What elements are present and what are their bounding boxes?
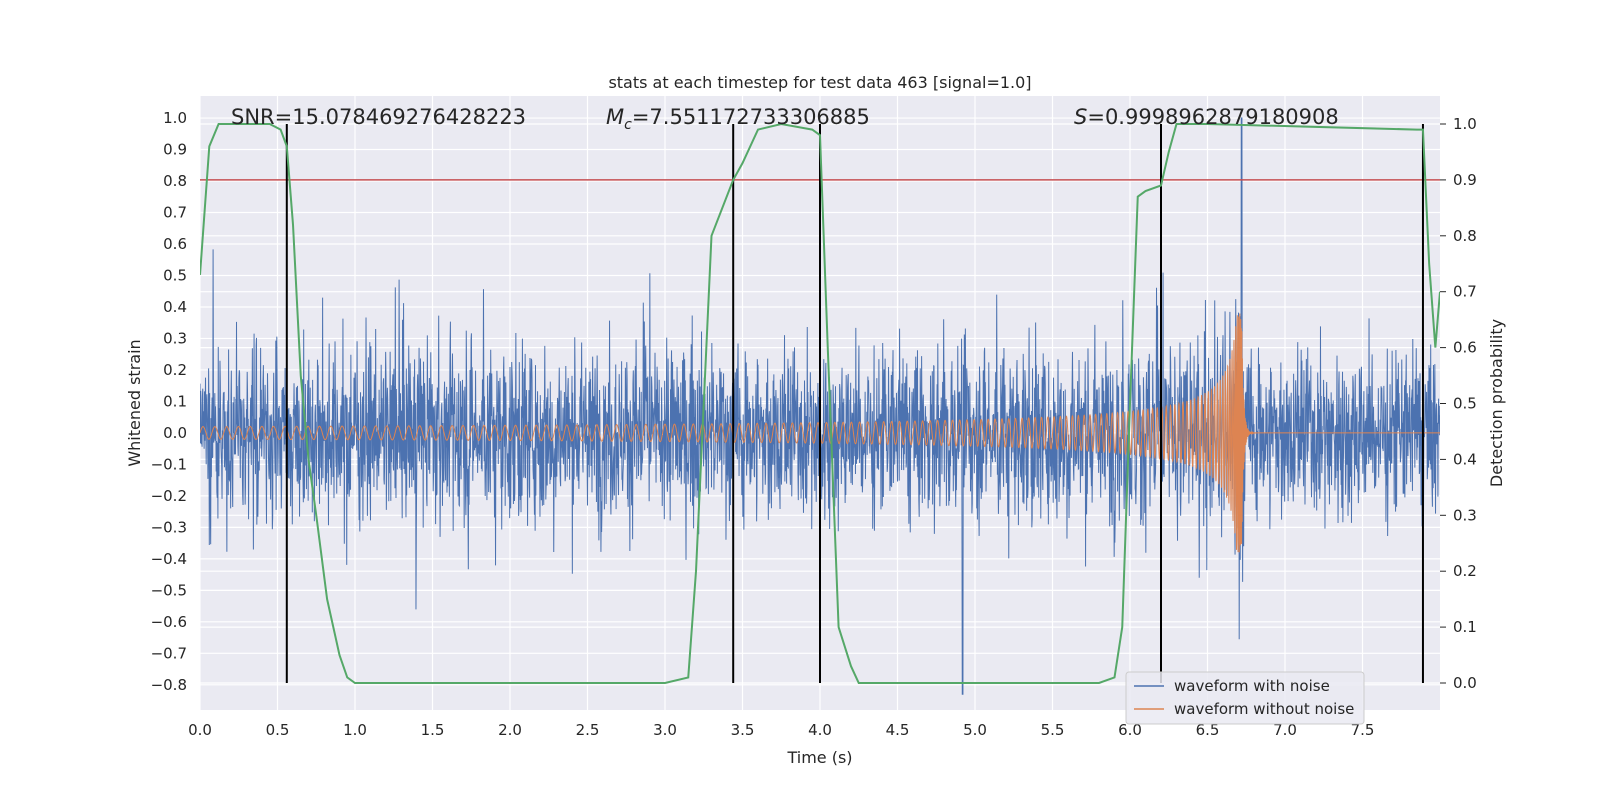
y-right-tick-label: 1.0	[1453, 115, 1477, 133]
y-tick-label: 0.8	[163, 172, 187, 190]
snr-annotation: SNR=15.078469276428223	[231, 105, 526, 129]
x-tick-labels: 0.0 0.5 1.0 1.5 2.0 2.5 3.0 3.5 4.0 4.5 5.0 5.5 6.0 6…	[188, 721, 1374, 739]
y-tick-label: 0.5	[163, 266, 187, 284]
x-tick-label: 6.0	[1118, 721, 1142, 739]
x-axis-label: Time (s)	[786, 748, 852, 767]
y-axis-label-left: Whitened strain	[125, 339, 144, 466]
y-right-tick-label: 0.8	[1453, 227, 1477, 245]
x-tick-label: 4.5	[886, 721, 910, 739]
x-tick-label: 1.5	[421, 721, 445, 739]
y-axis-label-right: Detection probability	[1487, 319, 1506, 487]
y-right-tick-label: 0.2	[1453, 562, 1477, 580]
legend-label-clean: waveform without noise	[1174, 700, 1354, 718]
plot-area	[200, 117, 1440, 695]
y-tick-label: 0.1	[163, 392, 187, 410]
y-tick-label: 0.9	[163, 141, 187, 159]
y-right-tick-label: 0.5	[1453, 395, 1477, 413]
legend-box	[1125, 671, 1365, 725]
y-tick-label: 0.2	[163, 361, 187, 379]
y-right-tick-label: 0.3	[1453, 506, 1477, 524]
legend: waveform with noise waveform without noi…	[1125, 671, 1365, 725]
y-right-tick-label: 0.4	[1453, 450, 1477, 468]
y-tick-labels-right: 1.0 0.9 0.8 0.7 0.6 0.5 0.4 0.3 0.2 0.1 0.0	[1440, 115, 1477, 692]
y-tick-label: −0.6	[151, 613, 187, 631]
x-tick-label: 0.5	[266, 721, 290, 739]
y-tick-label: 0.4	[163, 298, 187, 316]
x-tick-label: 5.0	[963, 721, 987, 739]
x-tick-label: 4.0	[808, 721, 832, 739]
x-tick-label: 3.0	[653, 721, 677, 739]
y-right-tick-label: 0.0	[1453, 674, 1477, 692]
x-tick-label: 7.5	[1351, 721, 1375, 739]
y-right-tick-label: 0.9	[1453, 171, 1477, 189]
detection-boundaries	[285, 124, 1424, 683]
x-tick-label: 3.5	[731, 721, 755, 739]
x-tick-label: 5.5	[1041, 721, 1065, 739]
y-tick-label: −0.7	[151, 644, 187, 662]
y-tick-label: −0.2	[151, 487, 187, 505]
x-tick-label: 0.0	[188, 721, 212, 739]
y-right-tick-label: 0.1	[1453, 618, 1477, 636]
x-tick-label: 6.5	[1196, 721, 1220, 739]
y-tick-label: 0.0	[163, 424, 187, 442]
chirp-mass-annotation: Mc=7.551172733306885	[606, 105, 870, 133]
y-tick-label: −0.8	[151, 676, 187, 694]
y-tick-label: 1.0	[163, 109, 187, 127]
detection-probability-line	[200, 122, 1440, 684]
legend-label-noise: waveform with noise	[1174, 677, 1330, 695]
x-tick-label: 7.0	[1273, 721, 1297, 739]
y-tick-label: −0.5	[151, 581, 187, 599]
y-right-tick-label: 0.7	[1453, 283, 1477, 301]
y-tick-label: −0.1	[151, 455, 187, 473]
y-tick-label: 0.6	[163, 235, 187, 253]
chart-title: stats at each timestep for test data 463…	[608, 73, 1031, 92]
snr-score-annotation: S=0.9998962879180908	[1074, 105, 1339, 129]
y-tick-label: −0.3	[151, 518, 187, 536]
x-tick-label: 1.0	[343, 721, 367, 739]
y-tick-label: 0.7	[163, 204, 187, 222]
y-tick-labels-left: 1.0 0.9 0.8 0.7 0.6 0.5 0.4 0.3 0.2 0.1 0.0 −0.1 −0.…	[151, 109, 187, 694]
x-tick-label: 2.0	[498, 721, 522, 739]
y-tick-label: 0.3	[163, 329, 187, 347]
y-tick-label: −0.4	[151, 550, 187, 568]
x-tick-label: 2.5	[576, 721, 600, 739]
y-right-tick-label: 0.6	[1453, 339, 1477, 357]
